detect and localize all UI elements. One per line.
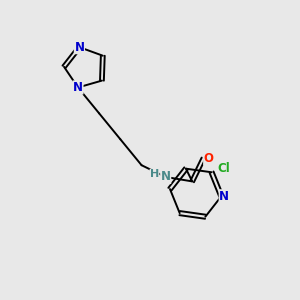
Text: Cl: Cl [218,162,230,175]
Text: N: N [219,190,229,203]
Text: O: O [204,152,214,165]
Text: N: N [74,41,84,54]
Text: N: N [161,170,171,184]
Text: N: N [73,81,83,94]
Text: H: H [150,169,159,179]
